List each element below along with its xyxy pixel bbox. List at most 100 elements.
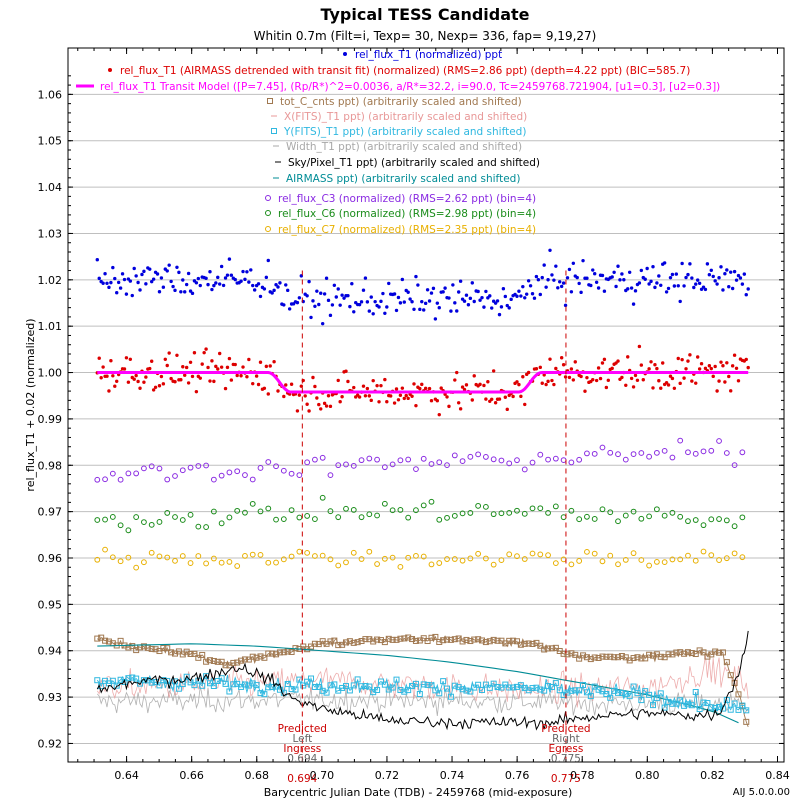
series-tot-point [331, 637, 338, 644]
series-raw-point [717, 275, 721, 280]
series-yfits-point [580, 681, 587, 688]
series-detrended-point [682, 376, 686, 380]
series-c6-point [716, 516, 722, 522]
series-raw-point [423, 301, 428, 306]
series-raw-point [148, 267, 152, 271]
series-detrended-point [472, 374, 476, 378]
series-c6-point [514, 507, 520, 514]
series-c7-point [436, 560, 443, 566]
series-tot-point [168, 649, 175, 656]
series-raw-point [418, 307, 422, 312]
series-yfits-point [292, 686, 299, 693]
series-raw-point [307, 279, 311, 284]
series-detrended-point [542, 373, 546, 377]
series-c6-point [661, 512, 668, 519]
series-detrended-point [132, 377, 136, 381]
series-raw-point [449, 309, 453, 313]
series-tot-point [447, 636, 454, 643]
series-tot-point [599, 653, 606, 660]
series-detrended-point [659, 386, 663, 390]
series-raw-point [184, 282, 189, 287]
series-raw-point [682, 284, 686, 288]
series-tot-point [276, 649, 283, 656]
series-raw-point [155, 272, 160, 276]
series-detrended-point [727, 374, 731, 379]
series-detrended-point [637, 344, 642, 349]
series-detrended-point [732, 353, 737, 357]
series-yfits-point [315, 683, 322, 690]
series-c3-point [312, 456, 318, 463]
series-tot-point [385, 635, 392, 642]
series-detrended-point [138, 386, 142, 390]
series-c3-point [498, 457, 505, 464]
series-raw-point [727, 284, 731, 289]
series-tot-point [346, 638, 353, 645]
series-raw-point [703, 287, 708, 292]
series-raw-point [177, 270, 181, 275]
series-c7-point [661, 559, 668, 566]
series-raw-point [476, 289, 480, 294]
series-raw-point [744, 293, 748, 297]
series-raw-point [649, 279, 653, 284]
chart-subtitle: Whitin 0.7m (Filt=i, Texp= 30, Nexp= 336… [254, 29, 597, 43]
series-c3-point [607, 449, 614, 456]
series-tot-point [618, 653, 625, 660]
series-yfits-point [257, 690, 264, 697]
series-raw-point [732, 269, 737, 274]
series-detrended-point [445, 395, 449, 399]
series-detrended-point [357, 395, 362, 399]
series-raw-point [252, 288, 257, 292]
series-yfits-point [692, 689, 699, 696]
series-detrended-point [585, 375, 589, 380]
x-tick-label: 0.68 [245, 769, 270, 782]
series-tot-point [105, 638, 112, 645]
y-tick-label: 0.98 [38, 459, 63, 472]
series-yfits-point [226, 688, 233, 695]
series-raw-point [709, 268, 713, 272]
series-yfits-point [405, 687, 412, 694]
series-raw-point [206, 282, 210, 287]
series-detrended-point [470, 398, 474, 402]
series-c6-point [265, 505, 272, 512]
series-tot-point [152, 646, 159, 653]
version-label: AIJ 5.0.0.00 [733, 787, 790, 798]
series-tot-point [716, 649, 723, 656]
series-c6-point [133, 514, 140, 520]
series-raw-point [622, 278, 626, 282]
series-tot-point [424, 638, 431, 645]
series-detrended-point [101, 365, 105, 369]
y-tick-label: 0.92 [38, 737, 63, 750]
series-c6-point [117, 522, 124, 529]
series-yfits-point [191, 682, 198, 689]
series-raw-point [357, 302, 362, 307]
legend-label: rel_flux_T1 (AIRMASS detrended with tran… [120, 65, 690, 77]
series-detrended-point [721, 364, 725, 368]
series-detrended-point [631, 385, 636, 389]
series-c6-point [545, 510, 551, 516]
series-detrended-point [730, 364, 735, 368]
series-raw-point [429, 291, 434, 295]
series-c3-point [529, 459, 536, 466]
series-c6-point [319, 494, 326, 501]
y-tick-label: 0.93 [38, 691, 63, 704]
series-raw-point [674, 272, 679, 276]
series-raw-point [400, 277, 405, 282]
series-detrended-point [206, 365, 210, 370]
series-c6-point [677, 513, 684, 520]
series-detrended-point [583, 389, 587, 393]
egress-label: Right [552, 733, 580, 745]
series-raw-point [657, 274, 661, 278]
series-detrended-point [340, 395, 344, 399]
series-detrended-point [122, 367, 127, 371]
series-raw-point [332, 283, 337, 287]
series-tot-point [719, 649, 726, 656]
series-c3-point [335, 462, 342, 469]
series-c6-point [584, 513, 590, 520]
legend-item-c6: rel_flux_C6 (normalized) (RMS=2.98 ppt) … [265, 208, 536, 220]
series-c6-point [327, 508, 334, 515]
series-tot-point [669, 651, 676, 658]
series-yfits-point [304, 678, 311, 685]
series-raw-point [616, 264, 620, 268]
series-tot-point [529, 640, 536, 647]
series-yfits-point [646, 691, 653, 698]
